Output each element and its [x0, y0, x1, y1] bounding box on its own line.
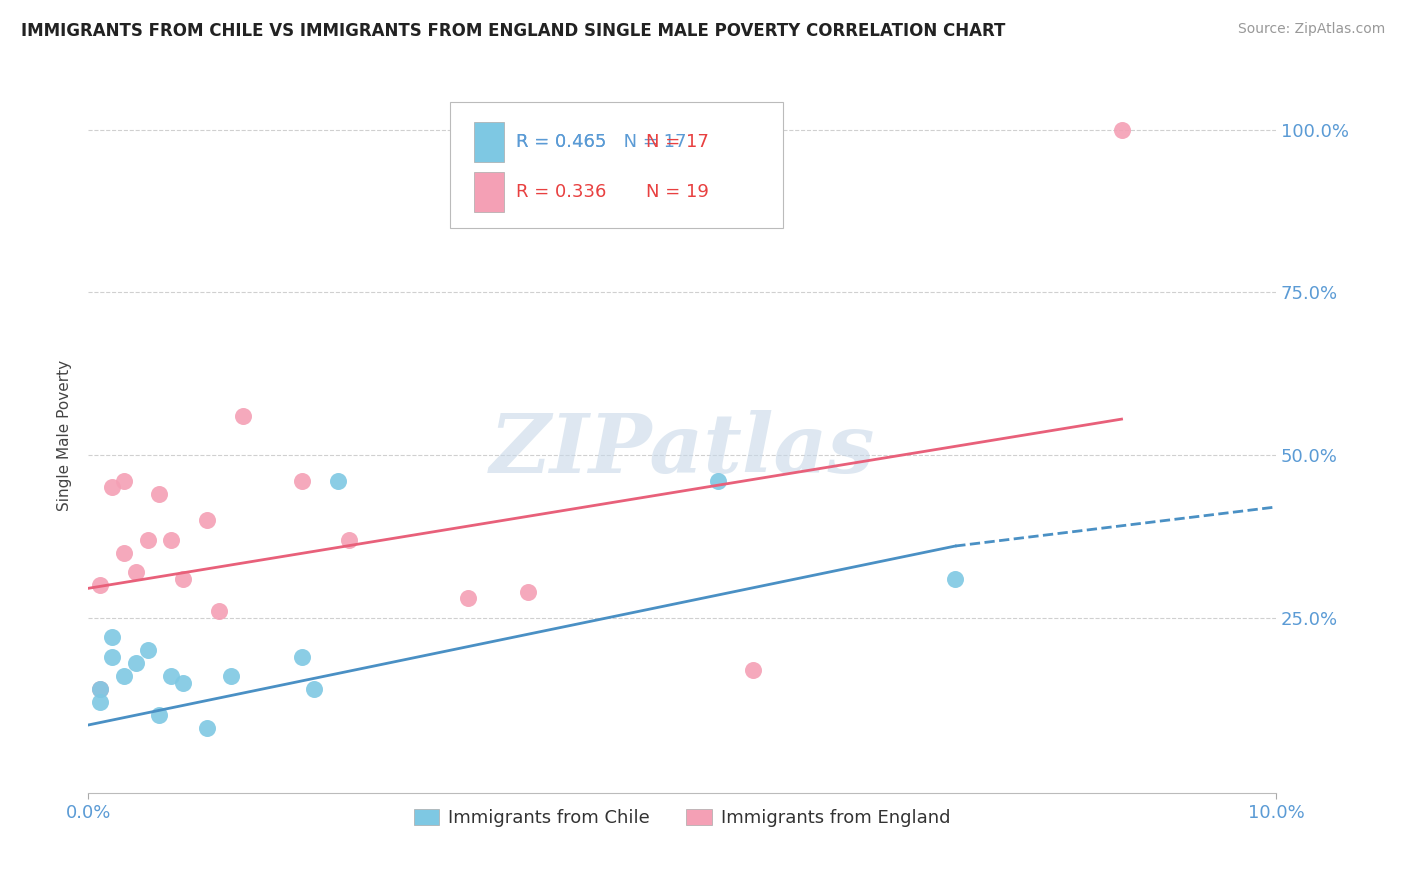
Point [148, 487, 170, 501]
Point [101, 630, 124, 644]
FancyBboxPatch shape [474, 172, 503, 211]
Point [339, 533, 361, 547]
Point [195, 513, 218, 527]
Point [195, 721, 218, 735]
Point [160, 533, 183, 547]
Point [172, 675, 194, 690]
Point [232, 409, 254, 423]
Point [172, 572, 194, 586]
Point [112, 669, 135, 683]
Point [136, 643, 159, 657]
Point [208, 604, 231, 618]
Point [219, 669, 242, 683]
Point [516, 584, 538, 599]
Point [89, 578, 111, 592]
Point [124, 565, 146, 579]
Point [101, 480, 124, 494]
Point [101, 649, 124, 664]
Point [112, 474, 135, 488]
Text: N = 19: N = 19 [647, 183, 709, 201]
Point [89, 695, 111, 709]
Point [112, 545, 135, 559]
Point [291, 474, 314, 488]
Point [943, 572, 966, 586]
Point [302, 682, 325, 697]
Text: R = 0.465   N = 17: R = 0.465 N = 17 [516, 133, 686, 151]
FancyBboxPatch shape [474, 122, 503, 161]
Point [124, 656, 146, 670]
Text: Source: ZipAtlas.com: Source: ZipAtlas.com [1237, 22, 1385, 37]
Text: R = 0.465: R = 0.465 [516, 133, 606, 151]
Point [89, 682, 111, 697]
Point [706, 474, 728, 488]
FancyBboxPatch shape [450, 103, 783, 227]
Point [148, 708, 170, 723]
Y-axis label: Single Male Poverty: Single Male Poverty [58, 359, 72, 511]
Point [457, 591, 479, 606]
Point [291, 649, 314, 664]
Legend: Immigrants from Chile, Immigrants from England: Immigrants from Chile, Immigrants from E… [406, 802, 957, 834]
Text: ZIPatlas: ZIPatlas [489, 409, 875, 490]
Text: N = 17: N = 17 [647, 133, 709, 151]
Point [89, 682, 111, 697]
Text: IMMIGRANTS FROM CHILE VS IMMIGRANTS FROM ENGLAND SINGLE MALE POVERTY CORRELATION: IMMIGRANTS FROM CHILE VS IMMIGRANTS FROM… [21, 22, 1005, 40]
Text: R = 0.336: R = 0.336 [516, 183, 606, 201]
Point [1111, 122, 1133, 136]
Point [326, 474, 349, 488]
Point [136, 533, 159, 547]
Point [160, 669, 183, 683]
Point [742, 663, 765, 677]
